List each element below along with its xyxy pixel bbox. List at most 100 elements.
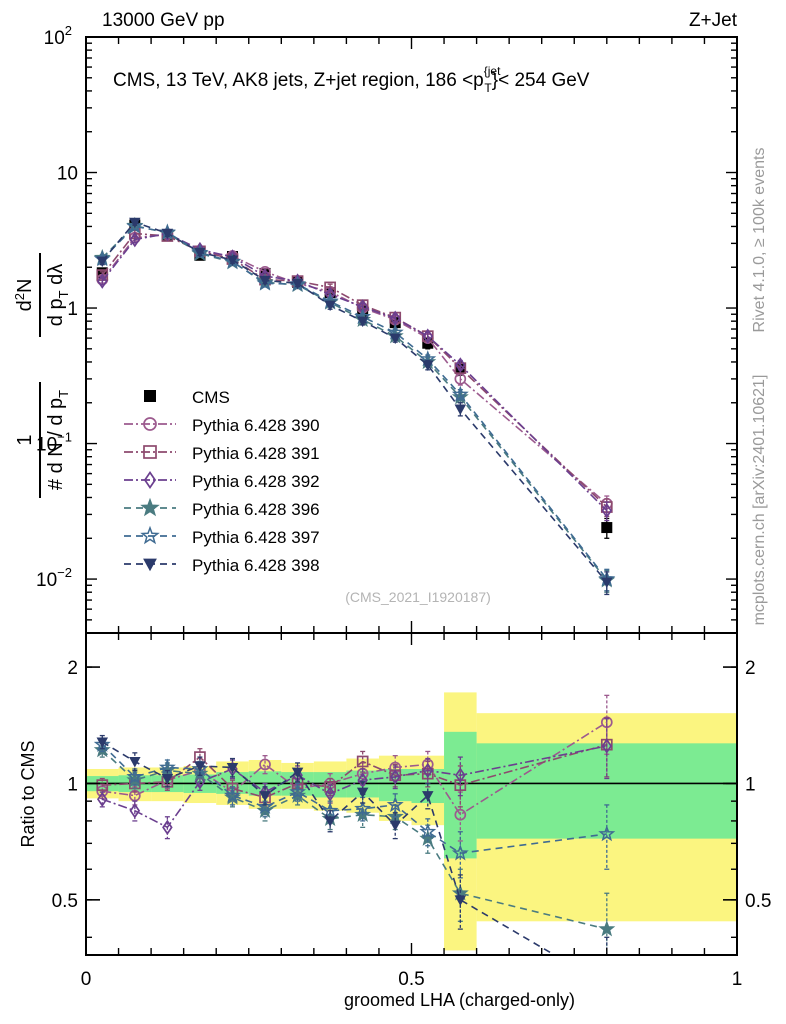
data-point-marker (291, 278, 304, 290)
ratio-point-marker (422, 762, 434, 779)
axis-ticks (85, 36, 738, 955)
main-ytick-label: 102 (44, 23, 72, 49)
ratio-panel-series (86, 694, 737, 955)
ratio-point-marker (389, 820, 401, 832)
ratio-point-marker (96, 791, 108, 808)
data-point-marker (422, 328, 434, 344)
y-label2-denominator: # d N / d pT (45, 390, 71, 490)
data-point-marker (356, 316, 369, 328)
legend-label: CMS (192, 388, 230, 407)
ratio-point-marker (357, 772, 368, 788)
ratio-point-marker (129, 802, 141, 819)
series-group-pythia-6-428-392 (96, 225, 613, 522)
data-point-marker (455, 357, 466, 373)
data-point-marker (454, 404, 467, 415)
ratio-point-marker (161, 773, 174, 785)
data-point-marker (601, 502, 613, 519)
main-y-axis-label-group-2: 1 # d N / d pT (14, 382, 71, 498)
legend-marker-filled-triangle-down (143, 558, 157, 572)
main-ytick-label: 10 (57, 164, 78, 185)
plot-annotation-group: CMS, 13 TeV, AK8 jets, Z+jet region, 186… (113, 64, 590, 95)
data-point-marker (161, 228, 174, 240)
legend-marker-filled-square (144, 390, 156, 402)
data-point-marker (451, 385, 469, 402)
ratio-point-marker (422, 791, 434, 802)
ratio-point-marker (454, 808, 467, 821)
ratio-point-marker (291, 767, 304, 779)
legend-entry[interactable]: Pythia 6.428 392 (124, 470, 320, 491)
data-point-marker (389, 333, 401, 345)
legend-marker-open-circle (143, 417, 157, 431)
series-group-pythia-6-428-398 (96, 217, 613, 596)
ratio-point-marker (194, 774, 206, 790)
ratio-point-marker (223, 786, 241, 803)
data-point-marker (422, 360, 434, 371)
ratio-point-marker (194, 761, 206, 772)
ratio-point-marker (96, 779, 109, 791)
legend-entry[interactable]: Pythia 6.428 390 (124, 416, 320, 435)
legend-label: Pythia 6.428 398 (192, 556, 320, 575)
ratio-point-marker (386, 795, 404, 813)
axis-titles: groomed LHA (charged-only) Ratio to CMS (18, 740, 575, 1010)
ratio-point-marker (601, 738, 613, 754)
ratio-point-marker (129, 756, 141, 768)
ratio-point-marker (256, 797, 274, 815)
series-line-pythia-6-428-398 (101, 221, 608, 583)
x-axis-label: groomed LHA (charged-only) (344, 990, 575, 1010)
side-labels-group: Rivet 4.1.0, ≥ 100k events mcplots.cern.c… (751, 148, 768, 626)
legend-entry[interactable]: CMS (144, 388, 230, 407)
data-point-marker (96, 256, 109, 268)
series-line-pythia-6-428-397 (101, 225, 608, 580)
ratio-point-marker (126, 767, 144, 785)
series-group-pythia-6-428-391 (96, 227, 613, 518)
header-right-process: Z+Jet (689, 10, 738, 31)
data-point-marker (259, 275, 271, 287)
legend-marker-filled-star (140, 497, 160, 517)
ratio-point-marker (419, 822, 437, 839)
main-ytick-label: 10−2 (36, 565, 72, 591)
legend-label: Pythia 6.428 390 (192, 416, 320, 435)
ratio-point-marker (259, 791, 271, 802)
xtick-label: 0 (81, 969, 92, 990)
series-line-pythia-6-428-396 (101, 224, 608, 581)
legend-entry[interactable]: Pythia 6.428 398 (124, 556, 320, 575)
legend-label: Pythia 6.428 392 (192, 472, 320, 491)
series-line-pythia-6-428-391 (101, 232, 608, 508)
main-panel-series (93, 216, 616, 596)
band-green-segment (476, 743, 737, 839)
data-point-marker (601, 577, 613, 589)
data-point-marker (129, 231, 141, 248)
main-panel-frame (85, 36, 738, 634)
legend-label: Pythia 6.428 391 (192, 444, 320, 463)
ratio-point-marker (226, 762, 239, 774)
plot-annotation: CMS, 13 TeV, AK8 jets, Z+jet region, 186… (113, 64, 590, 95)
ratio-point-marker (454, 895, 467, 906)
main-ytick-label: 1 (67, 299, 78, 320)
data-point-marker (129, 217, 141, 229)
ratio-point-marker (259, 758, 271, 771)
ratio-point-marker (96, 737, 109, 749)
series-group-pythia-6-428-390 (96, 228, 613, 514)
ratio-ytick-label-right: 2 (745, 658, 756, 679)
ratio-ytick-label-right: 1 (745, 774, 756, 795)
data-point-marker (96, 273, 108, 289)
ratio-point-marker (289, 783, 307, 800)
ratio-point-marker (389, 769, 401, 785)
ratio-point-marker (455, 767, 466, 784)
data-point-marker (601, 522, 613, 534)
ratio-point-marker (356, 787, 369, 799)
legend-entry[interactable]: Pythia 6.428 396 (124, 497, 320, 519)
y-label-numerator: d2N (12, 279, 36, 312)
y-label2-numerator: 1 (14, 434, 36, 445)
header-left-beam: 13000 GeV pp (102, 10, 225, 31)
header-group: 13000 GeV pp Z+Jet (102, 10, 738, 31)
legend-entry[interactable]: Pythia 6.428 391 (124, 444, 320, 463)
mcplots-source-label: mcplots.cern.ch [arXiv:2401.10621] (751, 375, 768, 626)
ratio-point-marker (356, 755, 369, 768)
legend-entry[interactable]: Pythia 6.428 397 (124, 525, 320, 547)
legend-marker-open-diamond (143, 470, 157, 490)
ratio-point-marker (451, 844, 469, 861)
